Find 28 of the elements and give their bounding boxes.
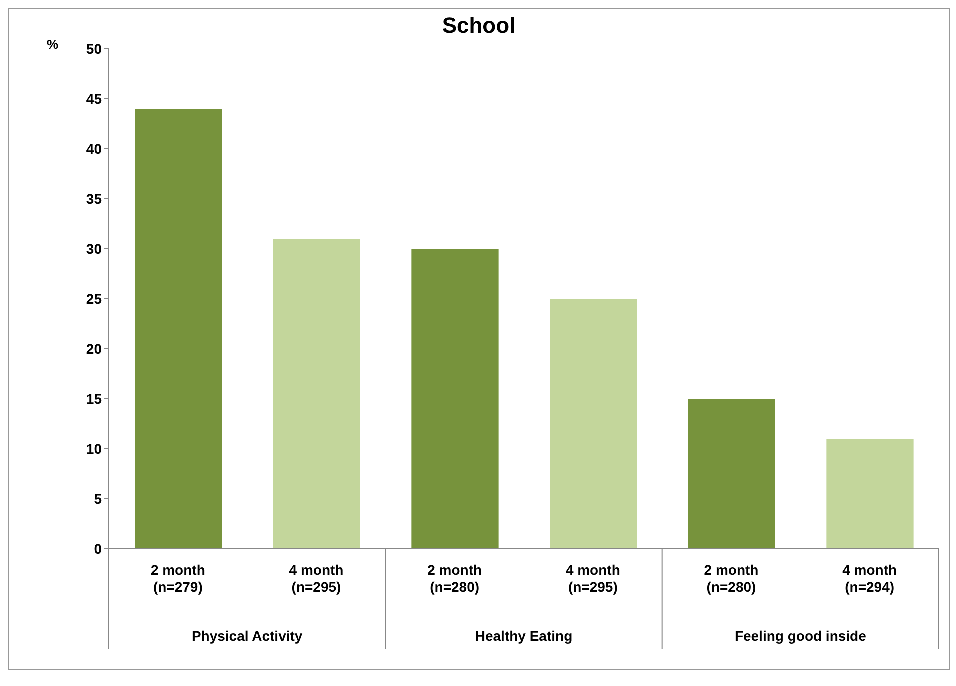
bar (826, 439, 914, 549)
x-tick-label: 2 month (n=280) (428, 562, 482, 595)
y-tick-label: 15 (86, 390, 102, 407)
y-tick-label: 30 (86, 240, 102, 257)
text: Physical Activity (192, 628, 303, 644)
chart-title: School (442, 13, 516, 38)
y-tick-label: 10 (86, 440, 102, 457)
y-tick-label: 20 (86, 340, 102, 357)
text: Healthy Eating (475, 628, 573, 644)
y-tick-label: 0 (94, 540, 102, 557)
x-tick-label: 4 month (n=295) (289, 562, 344, 595)
y-tick-label: 25 (86, 290, 102, 307)
x-tick-label: 2 month (n=279) (150, 562, 206, 595)
y-tick-label: 35 (86, 190, 102, 207)
bar (135, 109, 222, 549)
y-tick-label: 45 (86, 90, 102, 107)
bar (688, 399, 776, 549)
bar (550, 299, 638, 549)
bar (412, 249, 499, 549)
y-tick-label: 5 (94, 490, 102, 507)
bar (273, 239, 360, 549)
y-axis-title: % (47, 37, 59, 52)
x-tick-label: 2 month (n=280) (704, 562, 759, 595)
text: Feeling good inside (734, 628, 867, 644)
x-tick-label: 4 month (n=295) (566, 562, 620, 595)
y-tick-label: 50 (86, 40, 102, 57)
x-tick-label: 4 month (n=294) (842, 562, 898, 595)
y-tick-label: 40 (86, 140, 102, 157)
